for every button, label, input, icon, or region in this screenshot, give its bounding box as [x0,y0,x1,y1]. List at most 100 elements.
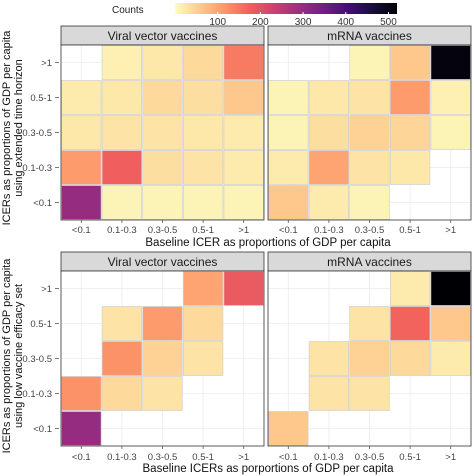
legend-title: Counts [112,5,144,16]
heatmap-cell [349,185,390,220]
heatmap-cell [101,306,143,341]
heatmap-cell [61,115,102,150]
x-tick-label: >1 [445,225,456,236]
heatmap-cell [142,185,183,220]
heatmap-cell [308,115,350,150]
heatmap-cell [349,115,390,150]
colorbar-legend: Counts 100 200 300 400 500 [112,3,397,28]
heatmap-cell [101,341,143,376]
y-tick-label: 0.1-0.3 [22,389,52,400]
heatmap-cell [182,150,224,185]
heatmap-cell [101,115,143,150]
heatmap-cell [389,80,431,115]
heatmap-cell [223,80,264,115]
x-tick-label: 0.1-0.3 [107,452,137,463]
heatmap-cell [349,150,390,185]
heatmap-cell [430,341,471,376]
colorbar-tick-label: 200 [252,17,269,28]
y-axis-title: ICERs as proportions of GDP per capitaus… [1,30,25,226]
heatmap-cell [430,271,471,306]
heatmap-cell [182,306,224,341]
x-tick-label: 0.3-0.5 [355,225,385,236]
heatmap-cell [182,271,224,306]
heatmap-cell [430,306,471,341]
heatmap-cell [349,80,390,115]
heatmap-cell [182,45,224,80]
heatmap-cell [61,80,102,115]
heatmap-cell [142,150,183,185]
heatmap-cell [101,150,143,185]
heatmap-cell [101,80,143,115]
heatmap-cell [223,271,264,306]
heatmap-cell [182,80,224,115]
heatmap-cell [223,45,264,80]
heatmap-cell [349,341,390,376]
x-tick-label: 0.1-0.3 [314,225,344,236]
x-tick-label: 0.5-1 [192,225,214,236]
heatmap-cell [223,115,264,150]
heatmap-cell [389,115,431,150]
facet-strip-label: Viral vector vaccines [108,29,218,43]
heatmap-cell [308,80,350,115]
heatmap-cell [389,271,431,306]
y-tick-label: 0.3-0.5 [22,128,52,139]
heatmap-cell [349,306,390,341]
heatmap-cell [308,376,350,411]
heatmap-cell [268,80,309,115]
y-tick-label: 0.3-0.5 [22,354,52,365]
heatmap-cell [101,45,143,80]
heatmap-cell [182,341,224,376]
chart-block-1: ICERs as proportions of GDP per capitaus… [1,25,472,249]
heatmap-cell [223,185,264,220]
y-tick-label: 0.5-1 [30,319,52,330]
heatmap-cell [142,80,183,115]
heatmap-cell [430,80,471,115]
colorbar [175,3,397,14]
y-tick-label: <0.1 [33,198,52,209]
y-tick-label: >1 [41,284,52,295]
heatmap-cell [389,306,431,341]
y-tick-label: 0.5-1 [30,93,52,104]
heatmap-cell [389,45,431,80]
heatmap-cell [101,376,143,411]
heatmap-cell [61,185,102,220]
colorbar-tick-label: 400 [337,17,354,28]
heatmap-cell [389,341,431,376]
heatmap-cell [430,115,471,150]
heatmap-cell [268,115,309,150]
heatmap-cell [142,306,183,341]
x-tick-label: 0.5-1 [399,452,421,463]
facet-panel: mRNA vaccines <0.1 0.1-0.3 0.3-0.5 0.5-1 >1 [267,251,472,463]
heatmap-cell [389,150,431,185]
heatmap-cell [182,185,224,220]
heatmap-cell [61,411,102,446]
x-tick-label: 0.1-0.3 [107,225,137,236]
heatmap-cell [308,150,350,185]
x-tick-label: 0.3-0.5 [148,225,178,236]
heatmap-cell [223,150,264,185]
facet-panel: mRNA vaccines <0.1 0.1-0.3 0.3-0.5 0.5-1 >1 [267,25,472,236]
facet-strip-label: mRNA vaccines [327,29,412,43]
x-tick-label: >1 [238,225,249,236]
x-tick-label: >1 [445,452,456,463]
x-axis-title: Baseline ICERs as porportions of GDP per… [143,463,395,475]
x-tick-label: <0.1 [279,452,298,463]
heatmap-cell [268,185,309,220]
heatmap-cell [61,150,102,185]
x-axis-title: Baseline ICER as proportions of GDP per … [145,237,391,249]
heatmap-cell [61,376,102,411]
colorbar-tick-label: 100 [209,17,226,28]
x-tick-label: 0.5-1 [192,452,214,463]
facet-panel: Viral vector vaccines <0.1 0.1-0.3 0.3-0.5 0… [60,25,265,236]
heatmap-cell [308,185,350,220]
heatmap-cell [349,376,390,411]
facet-strip-label: mRNA vaccines [327,255,412,269]
x-tick-label: >1 [238,452,249,463]
heatmap-cell [101,185,143,220]
heatmap-cell [268,411,309,446]
x-tick-label: 0.3-0.5 [148,452,178,463]
heatmap-cell [142,115,183,150]
heatmap-cell [349,45,390,80]
y-tick-label: >1 [41,58,52,69]
